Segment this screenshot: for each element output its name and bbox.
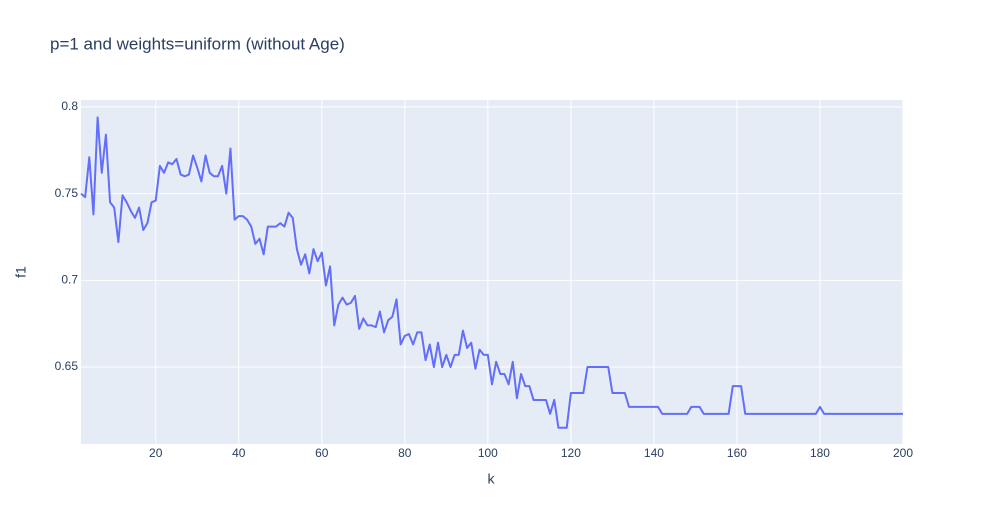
plot-area	[81, 100, 903, 444]
y-axis-title: f1	[13, 266, 29, 278]
x-axis-title: k	[488, 471, 496, 487]
marks	[80, 116, 903, 429]
y-tick-label: 0.7	[61, 272, 78, 286]
y-tick-label: 0.8	[61, 99, 78, 113]
x-tick-label: 40	[232, 446, 246, 460]
x-tick-label: 20	[149, 446, 163, 460]
x-tick-label: 180	[810, 446, 830, 460]
x-tick-label: 120	[561, 446, 581, 460]
x-tick-label: 80	[398, 446, 412, 460]
x-tick-label: 60	[315, 446, 329, 460]
x-tick-label: 100	[478, 446, 498, 460]
grid	[81, 100, 904, 444]
y-tick-label: 0.75	[55, 186, 79, 200]
x-tick-label: 160	[727, 446, 747, 460]
data-line	[80, 116, 903, 429]
chart-title: p=1 and weights=uniform (without Age)	[50, 34, 345, 53]
y-tick-label: 0.65	[55, 359, 79, 373]
x-tick-label: 200	[893, 446, 913, 460]
x-tick-label: 140	[644, 446, 664, 460]
